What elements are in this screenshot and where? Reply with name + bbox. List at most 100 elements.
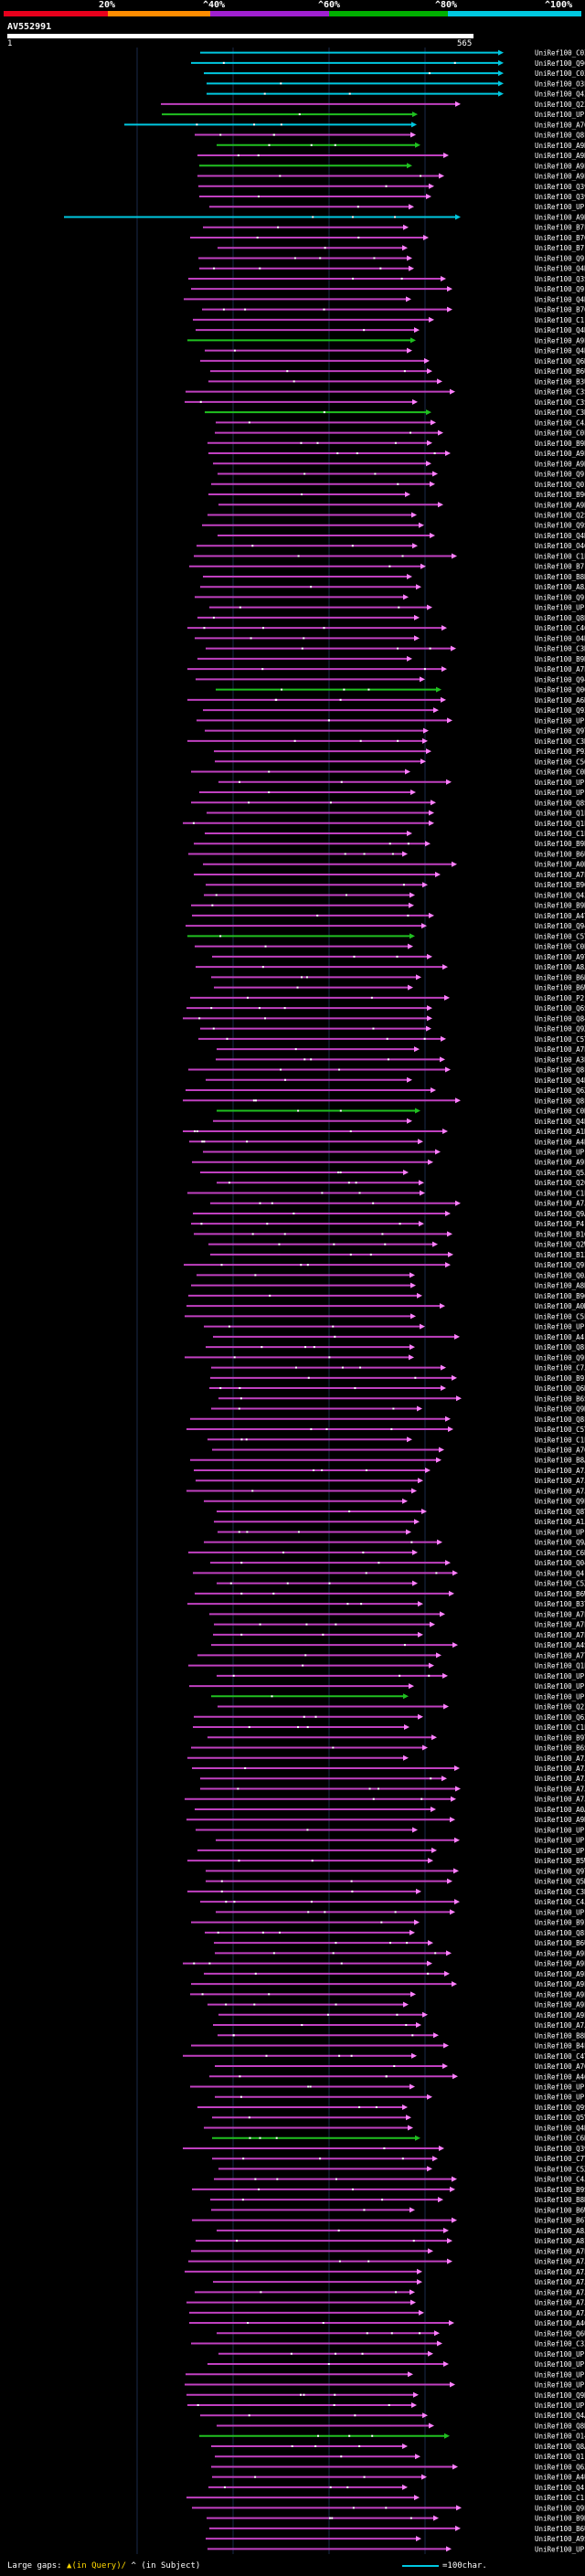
hit-label[interactable]: UniRef100_Q4HZ59 (535, 532, 585, 540)
hit-label[interactable]: UniRef100_A7QRV5 (535, 1447, 585, 1455)
hit-label[interactable]: UniRef100_Q0IUR7 (535, 481, 585, 489)
hit-label[interactable]: UniRef100_C1E8S6 (535, 830, 585, 838)
hit-label[interactable]: UniRef100_Q4Z050 (535, 90, 585, 99)
hit-label[interactable]: UniRef100_UP1000... (535, 111, 585, 119)
hit-label[interactable]: UniRef100_Q8L6B5 (535, 1097, 585, 1105)
hit-label[interactable]: UniRef100_C5XLI0 (535, 2165, 585, 2173)
hit-label[interactable]: UniRef100_A9P3C6 (535, 1970, 585, 1978)
hit-label[interactable]: UniRef100_Q9ZT16 (535, 706, 585, 715)
hit-label[interactable]: UniRef100_UP1000... (535, 1323, 585, 1331)
hit-label[interactable]: UniRef100_UP1000... (535, 2401, 585, 2410)
hit-label[interactable]: UniRef100_Q4AZ56 (535, 2412, 585, 2420)
hit-label[interactable]: UniRef100_Q8LQ54 (535, 1066, 585, 1075)
hit-label[interactable]: UniRef100_C3HTX2 (535, 737, 585, 746)
hit-label[interactable]: UniRef100_B9GYB6 (535, 491, 585, 499)
hit-label[interactable]: UniRef100_UP1000... (535, 789, 585, 797)
hit-label[interactable]: UniRef100_B3TMP4 (535, 1600, 585, 1608)
hit-label[interactable]: UniRef100_Q39789 (535, 183, 585, 191)
hit-label[interactable]: UniRef100_A7P9X7 (535, 871, 585, 879)
hit-label[interactable]: UniRef100_C0PPC0 (535, 429, 585, 438)
hit-label[interactable]: UniRef100_Q1EP18 (535, 820, 585, 828)
hit-label[interactable]: UniRef100_C4JN68 (535, 2176, 585, 2184)
hit-label[interactable]: UniRef100_C4JT51 (535, 1898, 585, 1906)
hit-label[interactable]: UniRef100_Q9FUD7 (535, 471, 585, 479)
hit-label[interactable]: UniRef100_A4QS56 (535, 2072, 585, 2081)
hit-label[interactable]: UniRef100_C6NTU2 (535, 2135, 585, 2143)
hit-label[interactable]: UniRef100_Q9XVW6 (535, 1025, 585, 1034)
hit-label[interactable]: UniRef100_A7PE56 (535, 2247, 585, 2255)
hit-label[interactable]: UniRef100_A7J8S1 (535, 2288, 585, 2296)
hit-label[interactable]: UniRef100_A7J8T8 (535, 2268, 585, 2276)
hit-label[interactable]: UniRef100_B8A7W6 (535, 1457, 585, 1465)
hit-label[interactable]: UniRef100_Q04BY6 (535, 1559, 585, 1567)
hit-label[interactable]: UniRef100_A7J8T0 (535, 1765, 585, 1773)
hit-label[interactable]: UniRef100_C5YL88 (535, 1426, 585, 1434)
hit-label[interactable]: UniRef100_A9RG12 (535, 152, 585, 160)
hit-label[interactable]: UniRef100_Q4HZB5 (535, 265, 585, 273)
hit-label[interactable]: UniRef100_C0NIF7 (535, 769, 585, 777)
hit-label[interactable]: UniRef100_C0Z2I9 (535, 49, 585, 58)
hit-label[interactable]: UniRef100_Q43558 (535, 891, 585, 899)
hit-label[interactable]: UniRef100_C1ED53 (535, 1189, 585, 1197)
hit-label[interactable]: UniRef100_UP1000... (535, 1847, 585, 1855)
hit-label[interactable]: UniRef100_Q0J1I0 (535, 1271, 585, 1279)
hit-label[interactable]: UniRef100_C1EP37 (535, 552, 585, 560)
hit-label[interactable]: UniRef100_A7QJ77 (535, 2062, 585, 2071)
hit-label[interactable]: UniRef100_A7J8S6 (535, 2021, 585, 2030)
hit-label[interactable]: UniRef100_A1JF47 (535, 1518, 585, 1526)
hit-label[interactable]: UniRef100_P21997 (535, 994, 585, 1002)
hit-label[interactable]: UniRef100_B7F6Z2 (535, 244, 585, 252)
hit-label[interactable]: UniRef100_Q9ATQ5 (535, 1539, 585, 1547)
hit-label[interactable]: UniRef100_B9T6V5 (535, 1733, 585, 1742)
hit-label[interactable]: UniRef100_Q9NSK4 (535, 1405, 585, 1414)
hit-label[interactable]: UniRef100_UP1000... (535, 1528, 585, 1536)
hit-label[interactable]: UniRef100_Q4HMW2 (535, 347, 585, 355)
hit-label[interactable]: UniRef100_Q8A158 (535, 2443, 585, 2451)
hit-label[interactable]: UniRef100_Q9AT52 (535, 1210, 585, 1218)
hit-label[interactable]: UniRef100_C6KZJ0 (535, 1549, 585, 1557)
hit-label[interactable]: UniRef100_C5XPP4 (535, 1580, 585, 1588)
hit-label[interactable]: UniRef100_Q9SSZ1 (535, 2104, 585, 2112)
hit-label[interactable]: UniRef100_Q9DYE3 (535, 2391, 585, 2400)
hit-label[interactable]: UniRef100_C3SUQ7 (535, 398, 585, 407)
hit-label[interactable]: UniRef100_A0MG28 (535, 1302, 585, 1310)
hit-label[interactable]: UniRef100_Q9FPR2 (535, 254, 585, 262)
hit-label[interactable]: UniRef100_Q84AN5 (535, 1014, 585, 1023)
hit-label[interactable]: UniRef100_C4QEB2 (535, 624, 585, 632)
hit-label[interactable]: UniRef100_A7PNK3 (535, 665, 585, 673)
hit-label[interactable]: UniRef100_A9RCF3 (535, 501, 585, 509)
hit-label[interactable]: UniRef100_UP1000... (535, 2094, 585, 2102)
hit-label[interactable]: UniRef100_Q9P8I9 (535, 2504, 585, 2512)
hit-label[interactable]: UniRef100_Q9PU02 (535, 1498, 585, 1506)
hit-label[interactable]: UniRef100_A8KH19 (535, 1282, 585, 1290)
hit-label[interactable]: UniRef100_B7Q6A3 (535, 234, 585, 242)
hit-label[interactable]: UniRef100_Q8LU45 (535, 1415, 585, 1424)
hit-label[interactable]: UniRef100_B6KL59 (535, 973, 585, 981)
hit-label[interactable]: UniRef100_A7J8D8 (535, 1487, 585, 1495)
hit-label[interactable]: UniRef100_Q94AC1 (535, 922, 585, 930)
hit-label[interactable]: UniRef100_Q2Z823 (535, 101, 585, 109)
hit-label[interactable]: UniRef100_Q3S1V1 (535, 275, 585, 283)
hit-label[interactable]: UniRef100_Q9FP06 (535, 593, 585, 601)
hit-label[interactable]: UniRef100_A8JUN3 (535, 963, 585, 971)
hit-label[interactable]: UniRef100_Q4H263 (535, 1076, 585, 1085)
hit-label[interactable]: UniRef100_A7QW77 (535, 121, 585, 129)
hit-label[interactable]: UniRef100_B9S5R2 (535, 2186, 585, 2194)
hit-label[interactable]: UniRef100_B9NMP9 (535, 655, 585, 663)
hit-label[interactable]: UniRef100_Q8LMK0 (535, 1343, 585, 1352)
hit-label[interactable]: UniRef100_A7TVF7 (535, 1651, 585, 1659)
hit-label[interactable]: UniRef100_Q6UDA6 (535, 2329, 585, 2337)
hit-label[interactable]: UniRef100_A9P3A8 (535, 2011, 585, 2019)
hit-label[interactable]: UniRef100_C1FJL3 (535, 2494, 585, 2502)
hit-label[interactable]: UniRef100_A4Q1A8 (535, 2319, 585, 2327)
hit-label[interactable]: UniRef100_A9P3B4 (535, 1980, 585, 1988)
hit-label[interactable]: UniRef100_UP1000... (535, 2381, 585, 2390)
hit-label[interactable]: UniRef100_B6T0Y4 (535, 2217, 585, 2225)
hit-label[interactable]: UniRef100_Q1EPH3 (535, 810, 585, 818)
hit-label[interactable]: UniRef100_C1EEF7 (535, 1436, 585, 1444)
hit-label[interactable]: UniRef100_Q2WZK8 (535, 1241, 585, 1249)
hit-label[interactable]: UniRef100_B6WAY2 (535, 984, 585, 992)
hit-label[interactable]: UniRef100_A7J8Z9 (535, 1796, 585, 1804)
hit-label[interactable]: UniRef100_B6SAZ4 (535, 1394, 585, 1403)
hit-label[interactable]: UniRef100_B7PLL6 (535, 224, 585, 232)
